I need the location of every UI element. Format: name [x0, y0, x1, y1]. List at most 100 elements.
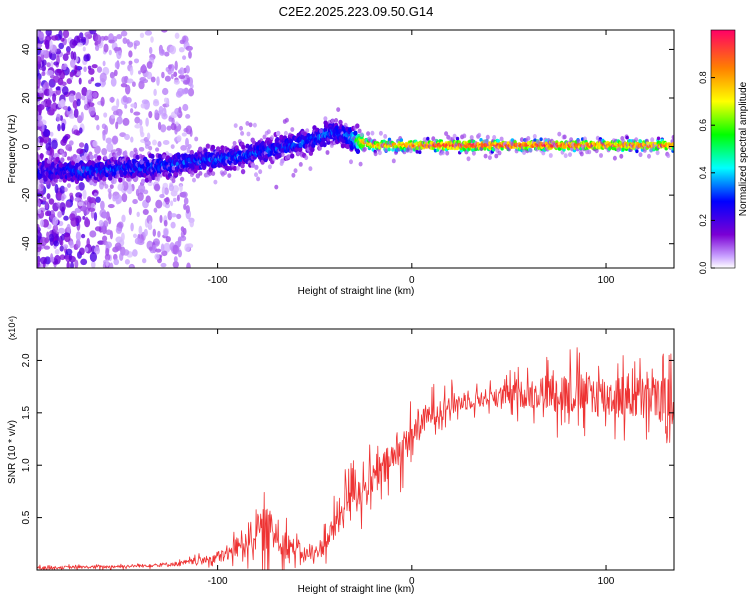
- spectrogram-halo-cell: [293, 168, 298, 174]
- spectrogram-noise-cell: [134, 237, 141, 245]
- spectrogram-halo-cell: [84, 200, 89, 206]
- spectrogram-noise-cell: [48, 86, 53, 97]
- spectrogram-noise-cell: [88, 207, 96, 212]
- spectrogram-noise-cell: [164, 196, 170, 205]
- spectrogram-noise-cell: [122, 37, 128, 44]
- spectrogram-halo-cell: [61, 152, 66, 158]
- spectrogram-noise-cell: [82, 215, 86, 220]
- spectrogram-halo-cell: [671, 134, 674, 140]
- spectrogram-noise-cell: [164, 187, 169, 196]
- spectrogram-ridge-cell: [322, 142, 327, 148]
- spectrogram-noise-cell: [37, 223, 40, 229]
- spectrogram-ridge-cell: [382, 139, 386, 144]
- spectrogram-halo-cell: [638, 152, 643, 158]
- colorbar-tick-label: 0.6: [698, 119, 708, 132]
- spectrogram-noise-cell: [187, 88, 195, 97]
- spectrogram-noise-cell: [58, 42, 65, 50]
- spectrogram-noise-cell: [165, 236, 171, 243]
- spectrogram-xtick-label: 0: [409, 275, 415, 286]
- spectrogram-halo-cell: [213, 179, 218, 185]
- spectrogram-noise-cell: [55, 86, 62, 91]
- spectrogram-halo-cell: [469, 135, 474, 140]
- spectrogram-halo-cell: [75, 185, 80, 191]
- spectrogram-noise-cell: [176, 213, 182, 220]
- spectrogram-noise-cell: [129, 108, 134, 114]
- spectrogram-noise-cell: [70, 50, 75, 60]
- spectrogram-noise-cell: [173, 79, 180, 85]
- spectrogram-halo-cell: [235, 165, 240, 171]
- spectrogram-ridge-cell: [621, 147, 625, 152]
- spectrogram-noise-cell: [66, 223, 71, 234]
- spectrogram-noise-cell: [176, 135, 182, 142]
- spectrogram-xtick-label: -100: [208, 275, 228, 286]
- spectrogram-noise-cell: [98, 219, 104, 227]
- spectrogram-noise-cell: [178, 74, 186, 80]
- spectrogram-halo-cell: [647, 153, 651, 159]
- spectrogram-noise-cell: [46, 193, 51, 200]
- spectrogram-noise-cell: [76, 71, 82, 76]
- spectrogram-noise-cell: [173, 256, 178, 263]
- spectrogram-halo-cell: [291, 172, 296, 178]
- spectrogram-noise-cell: [116, 49, 122, 60]
- spectrogram-ridge-cell: [310, 147, 315, 153]
- spectrogram-noise-cell: [161, 112, 168, 120]
- spectrogram-noise-cell: [48, 198, 55, 205]
- spectrogram-noise-cell: [140, 131, 145, 138]
- spectrogram-noise-cell: [105, 241, 112, 249]
- spectrogram-noise-cell: [121, 76, 128, 84]
- spectrogram-halo-cell: [227, 173, 232, 179]
- spectrogram-noise-cell: [78, 77, 82, 85]
- spectrogram-noise-cell: [45, 201, 49, 210]
- spectrogram-noise-cell: [157, 121, 162, 131]
- spectrogram-noise-cell: [164, 203, 171, 209]
- spectrogram-noise-cell: [188, 50, 192, 59]
- spectrogram-noise-cell: [37, 119, 44, 127]
- spectrogram-halo-cell: [587, 149, 592, 155]
- spectrogram-noise-cell: [148, 111, 153, 119]
- spectrogram-noise-cell: [179, 176, 185, 182]
- spectrogram-noise-cell: [49, 40, 53, 51]
- spectrogram-halo-cell: [462, 133, 467, 139]
- spectrogram-halo-cell: [366, 131, 371, 137]
- spectrogram-halo-cell: [494, 153, 499, 159]
- spectrogram-halo-cell: [233, 123, 238, 128]
- spectrogram-halo-cell: [258, 169, 263, 175]
- spectrogram-noise-cell: [169, 45, 177, 55]
- spectrogram-halo-cell: [497, 150, 502, 156]
- spectrogram-noise-cell: [45, 30, 52, 37]
- spectrogram-noise-cell: [56, 113, 61, 122]
- spectrogram-halo-cell: [391, 158, 396, 164]
- spectrogram-noise-cell: [62, 135, 69, 141]
- spectrogram-noise-cell: [152, 139, 157, 146]
- spectrogram-xtick-label: 100: [598, 275, 615, 286]
- spectrogram-noise-cell: [52, 93, 57, 103]
- spectrogram-noise-cell: [81, 86, 88, 97]
- spectrogram-noise-cell: [154, 253, 160, 260]
- spectrogram-halo-cell: [532, 134, 537, 139]
- spectrogram-noise-cell: [37, 78, 41, 88]
- spectrogram-noise-cell: [59, 185, 66, 194]
- spectrogram-noise-cell: [95, 34, 102, 45]
- spectrogram-noise-cell: [178, 46, 185, 53]
- spectrogram-panel: -100 0 100 -40 -20 0 20 40 Height of straight l…: [7, 29, 675, 297]
- spectrogram-noise-cell: [37, 141, 40, 147]
- spectrogram-halo-cell: [145, 144, 149, 150]
- spectrogram-noise-cell: [183, 203, 187, 210]
- spectrogram-noise-cell: [73, 108, 79, 119]
- spectrogram-noise-cell: [112, 195, 117, 202]
- spectrogram-noise-cell: [161, 186, 165, 196]
- colorbar-frame: [710, 29, 736, 269]
- spectrogram-noise-cell: [54, 248, 60, 255]
- spectrogram-noise-cell: [80, 258, 88, 266]
- spectrogram-halo-cell: [298, 162, 303, 167]
- spectrogram-noise-cell: [67, 156, 71, 161]
- spectrogram-noise-cell: [102, 60, 106, 67]
- snr-axes: -100 0 100 0.5 1.0 1.5 2.0: [21, 329, 674, 587]
- colorbar-axes: 0.0 0.2 0.4 0.6 0.8: [698, 29, 736, 274]
- spectrogram-noise-cell: [150, 76, 156, 83]
- spectrogram-noise-cell: [119, 252, 124, 261]
- spectrogram-ridge-cell: [290, 153, 295, 159]
- spectrogram-noise-cell: [59, 70, 66, 80]
- spectrogram-noise-cell: [170, 221, 176, 229]
- spectrogram-noise-cell: [46, 70, 54, 76]
